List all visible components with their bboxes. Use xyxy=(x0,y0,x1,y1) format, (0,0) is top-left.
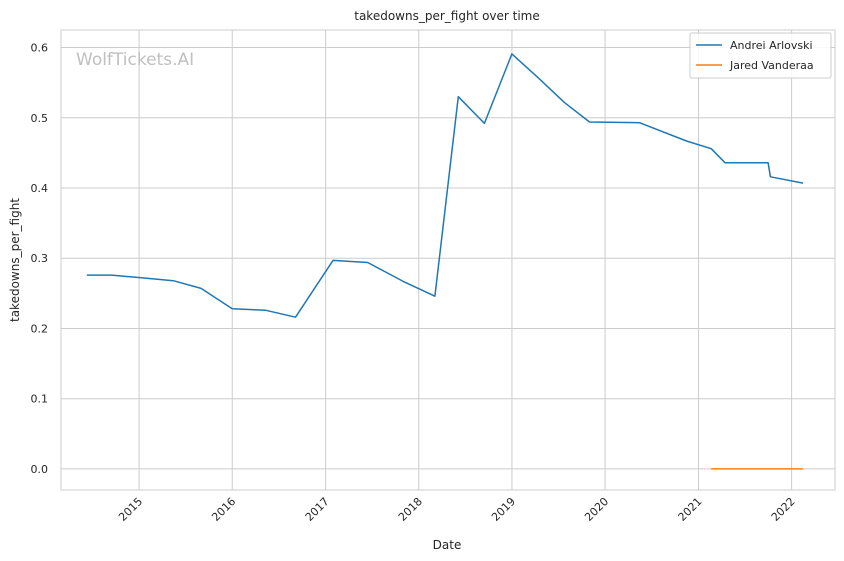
data-point-jared-vanderaa xyxy=(803,468,804,469)
data-point-andrei-arlovski xyxy=(724,162,725,163)
data-point-andrei-arlovski xyxy=(711,148,712,149)
data-point-jared-vanderaa xyxy=(770,468,771,469)
data-point-andrei-arlovski xyxy=(803,182,804,183)
data-point-andrei-arlovski xyxy=(86,274,87,275)
legend-label-jared-vanderaa: Jared Vanderaa xyxy=(729,59,814,72)
x-gridlines xyxy=(138,30,793,490)
data-point-andrei-arlovski xyxy=(367,262,368,263)
y-tick-label: 0.6 xyxy=(31,42,49,55)
data-point-andrei-arlovski xyxy=(403,281,404,282)
x-axis-title: Date xyxy=(433,538,462,552)
data-point-andrei-arlovski xyxy=(201,288,202,289)
data-point-andrei-arlovski xyxy=(770,176,771,177)
data-point-andrei-arlovski xyxy=(265,310,266,311)
data-point-andrei-arlovski xyxy=(511,53,512,54)
data-point-andrei-arlovski xyxy=(295,317,296,318)
watermark-text: WolfTickets.AI xyxy=(76,50,194,70)
data-point-andrei-arlovski xyxy=(484,123,485,124)
data-point-andrei-arlovski xyxy=(111,274,112,275)
y-tick-label: 0.4 xyxy=(31,182,49,195)
data-point-andrei-arlovski xyxy=(332,260,333,261)
plot-area-frame xyxy=(60,29,836,491)
data-point-andrei-arlovski xyxy=(434,296,435,297)
data-point-andrei-arlovski xyxy=(142,277,143,278)
data-point-jared-vanderaa xyxy=(736,468,737,469)
legend-label-andrei-arlovski: Andrei Arlovski xyxy=(730,39,813,52)
data-point-jared-vanderaa xyxy=(711,468,712,469)
data-point-andrei-arlovski xyxy=(686,140,687,141)
legend: Andrei Arlovski Jared Vanderaa xyxy=(689,32,832,79)
y-tick-label: 0.1 xyxy=(31,393,49,406)
chart-title: takedowns_per_fight over time xyxy=(354,9,540,23)
y-tick-label: 0.2 xyxy=(31,322,49,335)
data-point-andrei-arlovski xyxy=(173,280,174,281)
data-point-andrei-arlovski xyxy=(768,162,769,163)
data-point-andrei-arlovski xyxy=(232,308,233,309)
series-line-andrei-arlovski xyxy=(86,53,804,318)
data-point-andrei-arlovski xyxy=(539,79,540,80)
data-point-andrei-arlovski xyxy=(589,121,590,122)
y-tick-label: 0.0 xyxy=(31,463,49,476)
data-point-andrei-arlovski xyxy=(639,122,640,123)
y-tick-label: 0.3 xyxy=(31,252,49,265)
series-layer xyxy=(86,53,804,470)
data-point-andrei-arlovski xyxy=(564,102,565,103)
y-tick-labels: 0.0 0.1 0.2 0.3 0.4 0.5 0.6 xyxy=(31,42,49,476)
data-point-andrei-arlovski xyxy=(458,96,459,97)
y-axis-title: takedowns_per_fight xyxy=(8,198,22,322)
legend-box xyxy=(689,32,832,79)
y-tick-label: 0.5 xyxy=(31,112,49,125)
